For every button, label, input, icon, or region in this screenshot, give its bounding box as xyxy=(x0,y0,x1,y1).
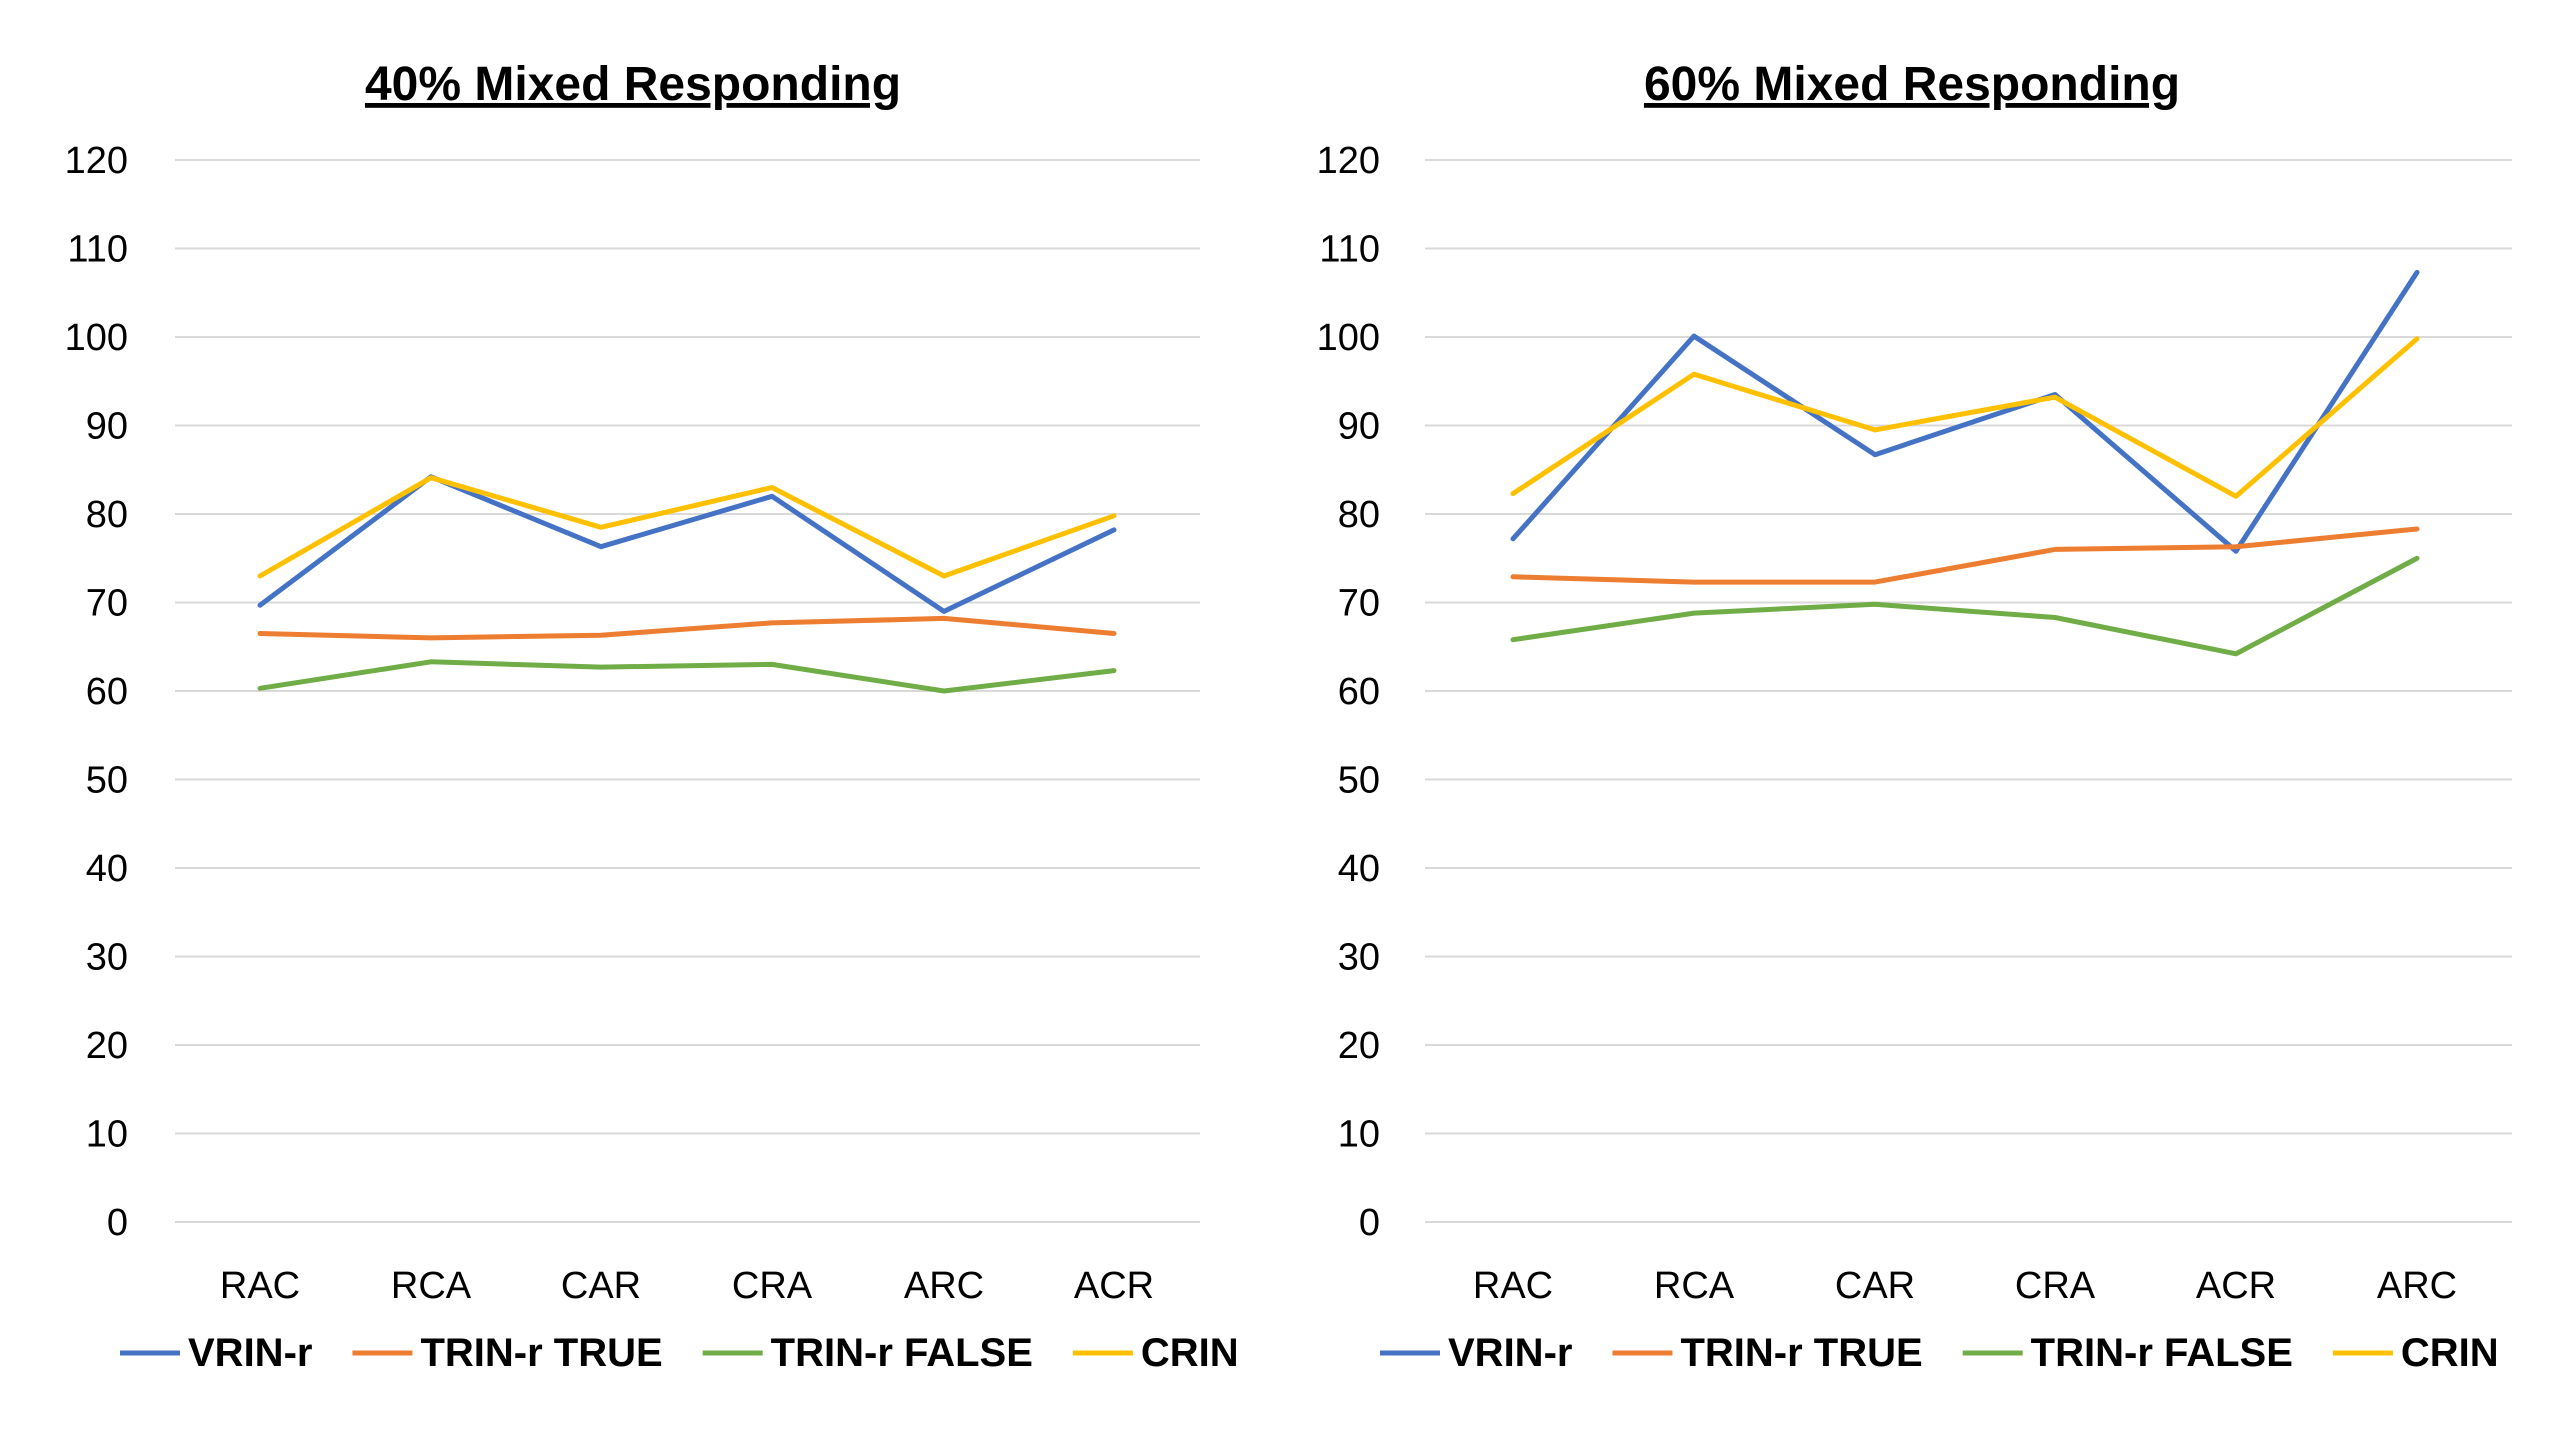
x-tick-label: CAR xyxy=(1835,1265,1915,1307)
series-line-crin xyxy=(1510,336,2420,499)
chart-panel-2: 60% Mixed Responding 0 10 20 30 40 50 60 70 80 90 1… xyxy=(1317,58,2512,1375)
y-tick-label: 100 xyxy=(65,317,128,359)
chart-title: 60% Mixed Responding xyxy=(1644,58,2180,111)
legend-label-trin-r-true: TRIN-r TRUE xyxy=(420,1331,662,1375)
y-tick-label: 0 xyxy=(1359,1202,1380,1244)
series-line-crin xyxy=(257,475,1117,579)
legend-label-vrin-r: VRIN-r xyxy=(1448,1331,1572,1375)
y-tick-label: 70 xyxy=(1338,583,1380,625)
y-tick-label: 120 xyxy=(65,140,128,182)
y-tick-label: 30 xyxy=(1338,937,1380,979)
y-tick-label: 100 xyxy=(1317,317,1380,359)
x-tick-label: RCA xyxy=(1654,1265,1735,1307)
series-line-vrin-r xyxy=(1510,269,2420,554)
y-tick-label: 20 xyxy=(86,1025,128,1067)
y-tick-label: 120 xyxy=(1317,140,1380,182)
x-tick-label: ACR xyxy=(1074,1265,1154,1307)
x-tick-label: RAC xyxy=(1473,1265,1553,1307)
y-tick-label: 80 xyxy=(86,494,128,536)
y-tick-label: 90 xyxy=(1338,406,1380,448)
series-line-trin-r-true xyxy=(1510,526,2420,585)
y-tick-label: 110 xyxy=(1319,229,1380,271)
y-tick-label: 10 xyxy=(1338,1114,1380,1156)
y-tick-label: 60 xyxy=(86,671,128,713)
legend-label-crin: CRIN xyxy=(2401,1331,2499,1375)
y-tick-label: 30 xyxy=(86,937,128,979)
x-tick-label: CRA xyxy=(2015,1265,2096,1307)
y-tick-label: 60 xyxy=(1338,671,1380,713)
x-tick-label: CAR xyxy=(561,1265,641,1307)
y-tick-label: 40 xyxy=(86,848,128,890)
legend-label-crin: CRIN xyxy=(1141,1331,1239,1375)
chart-panel-1: 40% Mixed Responding 0 10 20 30 40 50 60 70 80 90 1… xyxy=(65,58,1239,1375)
y-tick-label: 50 xyxy=(1338,760,1380,802)
y-tick-label: 20 xyxy=(1338,1025,1380,1067)
x-tick-label: CRA xyxy=(732,1265,813,1307)
x-tick-label: ARC xyxy=(904,1265,984,1307)
x-tick-label: ACR xyxy=(2196,1265,2276,1307)
x-tick-label: RAC xyxy=(220,1265,300,1307)
chart-title: 40% Mixed Responding xyxy=(365,58,901,111)
x-tick-label: RCA xyxy=(391,1265,472,1307)
legend-label-vrin-r: VRIN-r xyxy=(188,1331,312,1375)
y-tick-label: 90 xyxy=(86,406,128,448)
series-line-trin-r-false xyxy=(1510,555,2420,657)
y-tick-label: 0 xyxy=(107,1202,128,1244)
legend-label-trin-r-true: TRIN-r TRUE xyxy=(1680,1331,1922,1375)
y-tick-label: 80 xyxy=(1338,494,1380,536)
y-tick-label: 110 xyxy=(67,229,128,271)
y-tick-label: 70 xyxy=(86,583,128,625)
series-line-trin-r-false xyxy=(257,659,1117,694)
legend-label-trin-r-false: TRIN-r FALSE xyxy=(771,1331,1033,1375)
x-tick-label: ARC xyxy=(2377,1265,2457,1307)
series-line-vrin-r xyxy=(257,474,1117,614)
y-tick-label: 40 xyxy=(1338,848,1380,890)
legend-label-trin-r-false: TRIN-r FALSE xyxy=(2031,1331,2293,1375)
y-tick-label: 50 xyxy=(86,760,128,802)
series-line-trin-r-true xyxy=(257,615,1117,641)
y-tick-label: 10 xyxy=(86,1114,128,1156)
